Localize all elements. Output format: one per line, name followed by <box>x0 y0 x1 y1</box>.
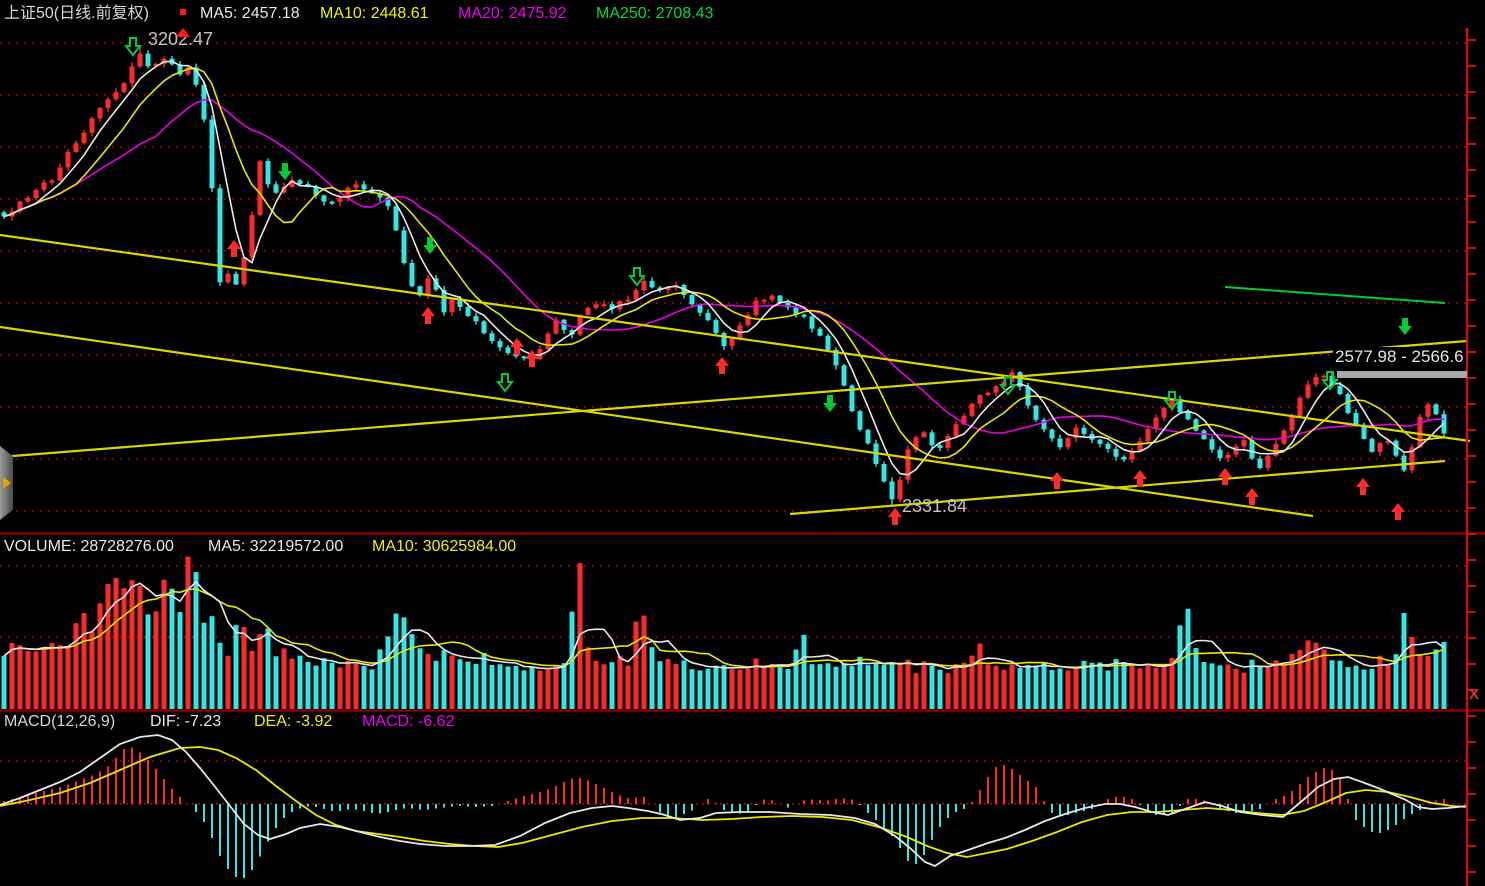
macd-lines <box>0 734 1468 868</box>
sell-arrow-icon <box>423 237 437 254</box>
trade-markers <box>123 37 1412 525</box>
sell-arrow-icon <box>1398 318 1412 335</box>
buy-arrow-icon <box>715 357 729 374</box>
buy-arrow-icon <box>421 307 435 324</box>
price-alert-label[interactable]: 2577.98 - 2566.6 <box>1333 347 1466 367</box>
macd-value: MACD: -6.62 <box>362 713 455 730</box>
ma5-value: MA5: 2457.18 <box>200 5 300 22</box>
instrument-title: 上证50(日线.前复权) <box>4 5 149 22</box>
low-price-label: 2331.84 <box>902 496 968 516</box>
volume-pane-header: VOLUME: 28728276.00 MA5: 32219572.00 MA1… <box>0 536 1000 558</box>
up-arrow-icon <box>176 0 190 37</box>
buy-arrow-icon <box>1050 472 1064 489</box>
sell-signal-icon <box>1162 391 1182 411</box>
buy-arrow-icon <box>227 240 241 257</box>
volume-ma-lines <box>3 580 1445 670</box>
ma-lines <box>3 60 1445 476</box>
sell-signal-icon <box>627 267 647 287</box>
volume-bars <box>1 556 1447 709</box>
macd-pane-header: MACD(12,26,9) DIF: -7.23 DEA: -3.92 MACD… <box>0 711 1000 733</box>
sell-arrow-icon <box>278 163 292 180</box>
price-alert-bar[interactable] <box>1337 371 1467 378</box>
expander-arrow-icon <box>3 477 11 489</box>
volume-value: VOLUME: 28728276.00 <box>4 538 174 555</box>
sidebar-expander-handle[interactable] <box>0 446 13 520</box>
buy-arrow-icon <box>1245 488 1259 505</box>
buy-arrow-icon <box>1218 468 1232 485</box>
sell-signal-icon <box>123 37 143 57</box>
buy-arrow-icon <box>1391 503 1405 520</box>
sell-arrow-icon <box>823 395 837 412</box>
trendlines <box>0 233 1471 518</box>
volume-ma10-value: MA10: 30625984.00 <box>372 538 517 555</box>
frame <box>0 18 1485 886</box>
ma20-value: MA20: 2475.92 <box>458 5 567 22</box>
peak-price-label: 3202.47 <box>148 29 214 49</box>
x-close-badge[interactable]: X <box>1469 686 1480 703</box>
ma250-value: MA250: 2708.43 <box>596 5 714 22</box>
ma250-line <box>1224 286 1446 304</box>
buy-arrow-icon <box>510 338 524 355</box>
ma10-value: MA10: 2448.61 <box>320 5 429 22</box>
volume-ma5-value: MA5: 32219572.00 <box>208 538 344 555</box>
sell-signal-icon <box>1320 371 1340 391</box>
dif-value: DIF: -7.23 <box>150 713 222 730</box>
dea-value: DEA: -3.92 <box>254 713 333 730</box>
buy-arrow-icon <box>525 350 539 367</box>
buy-arrow-icon <box>1356 478 1370 495</box>
buy-arrow-icon <box>1133 470 1147 487</box>
sell-signal-icon <box>495 373 515 393</box>
macd-histogram <box>3 747 1445 878</box>
sell-signal-icon <box>998 376 1018 396</box>
macd-params: MACD(12,26,9) <box>4 713 116 730</box>
buy-arrow-icon <box>888 508 902 525</box>
main-chart-header: 上证50(日线.前复权) MA5: 2457.18 MA10: 2448.61 … <box>0 0 1485 37</box>
